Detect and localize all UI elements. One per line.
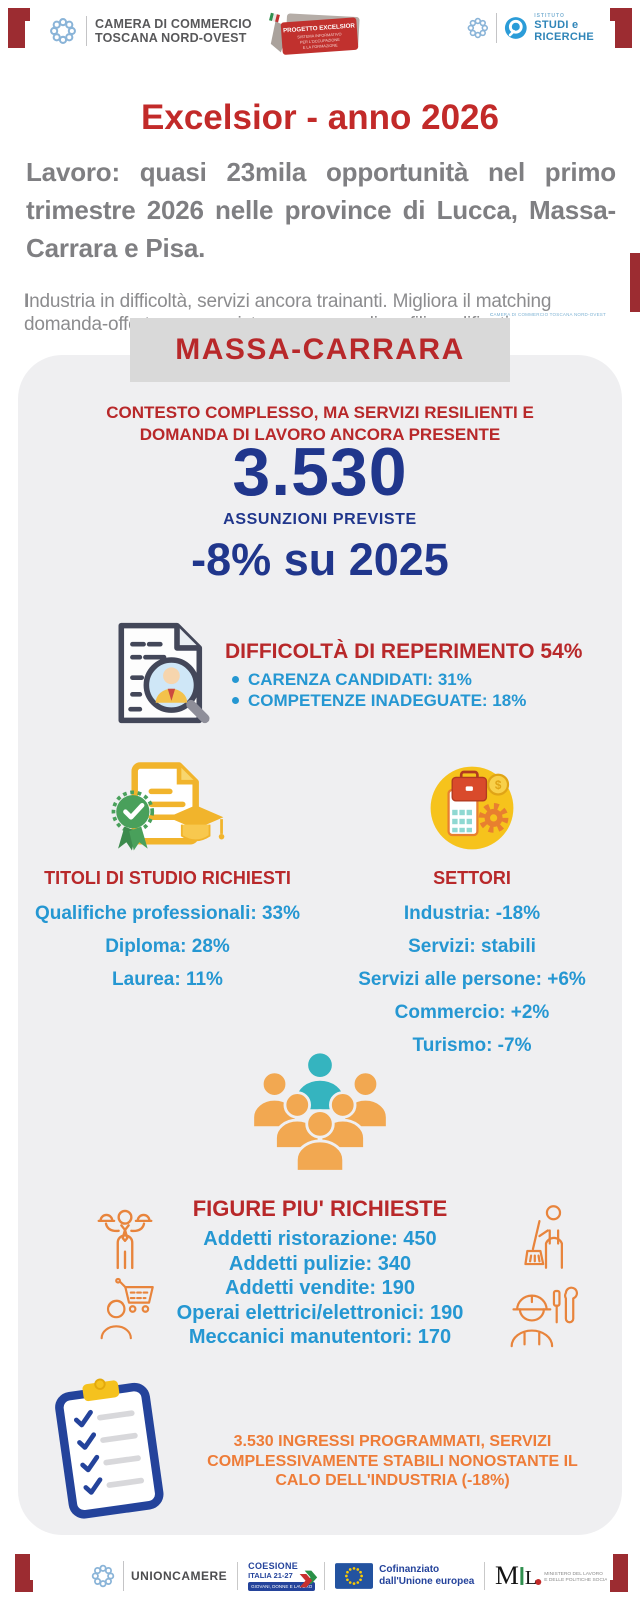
divider xyxy=(86,16,87,46)
context-statement: CONTESTO COMPLESSO, MA SERVIZI RESILIENT… xyxy=(106,403,534,444)
divider xyxy=(237,1562,239,1590)
waiter-icon xyxy=(96,1206,154,1277)
footer-logos: UNIONCAMERE COESIONE ITALIA 21-27 GIOVAN… xyxy=(90,1556,607,1596)
divider xyxy=(484,1562,486,1590)
corner-bracket-bottom-left xyxy=(15,1554,33,1592)
figure-list: Addetti ristorazione: 450 Addetti pulizi… xyxy=(0,1227,640,1350)
ministero-line2: E DELLE POLITICHE SOCIALI xyxy=(545,1577,608,1583)
unioncamere-label: UNIONCAMERE xyxy=(131,1569,228,1583)
studi-ricerche-label: STUDI e RICERCHE xyxy=(534,19,595,43)
mechanic-icon xyxy=(506,1280,578,1353)
corner-bracket-top-right xyxy=(610,8,632,48)
hires-value: 3.530 xyxy=(232,434,408,510)
eu-text-line2: dall'Unione europea xyxy=(379,1576,475,1587)
settori-title: SETTORI xyxy=(433,868,511,888)
sectors-business-icon: $ xyxy=(430,766,514,850)
figure-title: FIGURE PIU' RICHIESTE xyxy=(192,1196,448,1221)
studi-ricerche-circle-icon xyxy=(504,17,527,39)
figure-item: Addetti ristorazione: 450 xyxy=(203,1228,437,1250)
region-title: MASSA-CARRARA xyxy=(130,318,510,382)
eu-text-line1: Cofinanziato xyxy=(379,1564,440,1575)
coesione-tag: GIOVANI, DONNE E LAVORO xyxy=(248,1582,316,1591)
corner-bracket-bottom-right xyxy=(610,1554,628,1592)
corner-bracket-top-left xyxy=(8,8,30,48)
checklist-clipboard-icon xyxy=(42,1369,175,1528)
diploma-certificate-icon xyxy=(111,761,225,851)
titoli-item: Diploma: 28% xyxy=(105,936,230,957)
recruitment-document-icon xyxy=(112,618,216,733)
sectors-column: $ SETTORI Industria: -18% Servizi: stabi… xyxy=(322,758,622,1062)
lead-paragraph: Lavoro: quasi 23mila opportunità nel pri… xyxy=(26,157,616,263)
recruitment-bullet-list: CARENZA CANDIDATI: 31% COMPETENZE INADEG… xyxy=(232,669,526,711)
settori-list: Industria: -18% Servizi: stabili Servizi… xyxy=(322,897,622,1062)
titoli-list: Qualifiche professionali: 33% Diploma: 2… xyxy=(15,897,320,996)
svg-text:M: M xyxy=(495,1561,519,1590)
settori-item: Servizi: stabili xyxy=(408,936,536,957)
unioncamere-flower-icon xyxy=(91,1564,115,1588)
recruitment-difficulty-title: DIFFICOLTÀ DI REPERIMENTO 54% xyxy=(225,640,583,663)
camera-commercio-flower-icon xyxy=(50,18,76,44)
region-panel xyxy=(18,355,622,1535)
cleaner-icon xyxy=(518,1202,574,1277)
studi-ricerche-logo: ISTITUTO STUDI e RICERCHE CAMERA DI COMM… xyxy=(466,13,640,317)
badge-line1: SISTEMA INFORMATIVO xyxy=(297,32,341,39)
unioncamere-logo: UNIONCAMERE xyxy=(90,1561,227,1591)
people-group-icon xyxy=(244,1050,396,1181)
bullet-carenza: CARENZA CANDIDATI: 31% xyxy=(232,669,526,690)
page-title: Excelsior - anno 2026 xyxy=(141,98,499,137)
settori-item: Industria: -18% xyxy=(403,903,541,924)
coesione-line1: COESIONE xyxy=(248,1561,299,1571)
hires-label: ASSUNZIONI PREVISTE xyxy=(223,511,417,528)
eu-cofunding-logo: Cofinanziato dall'Unione europea xyxy=(335,1563,474,1589)
excelsior-badge-icon: PROGETTO EXCELSIOR SISTEMA INFORMATIVO P… xyxy=(269,12,360,55)
progetto-excelsior-badge: PROGETTO EXCELSIOR SISTEMA INFORMATIVO P… xyxy=(260,4,362,67)
chamber-name-line1: CAMERA DI COMMERCIO xyxy=(95,17,252,31)
education-column: TITOLI DI STUDIO RICHIESTI Qualifiche pr… xyxy=(15,758,320,996)
figure-item: Operai elettrici/elettronici: 190 xyxy=(176,1301,464,1324)
chamber-name-line2: TOSCANA NORD-OVEST xyxy=(95,31,247,45)
divider xyxy=(123,1561,124,1591)
sales-cart-icon xyxy=(98,1276,160,1347)
divider xyxy=(324,1562,326,1590)
coesione-italia-logo: COESIONE ITALIA 21-27 GIOVANI, DONNE E L… xyxy=(248,1561,318,1591)
bullet-competenze: COMPETENZE INADEGUATE: 18% xyxy=(232,690,526,711)
titoli-item: Qualifiche professionali: 33% xyxy=(34,903,301,924)
coesione-line2: ITALIA 21-27 xyxy=(248,1571,293,1580)
svg-text:$: $ xyxy=(495,779,502,792)
studi-ricerche-subtitle: CAMERA DI COMMERCIO TOSCANA NORD-OVEST xyxy=(490,312,606,317)
badge-line2: PER L'OCCUPAZIONE xyxy=(300,38,341,45)
coesione-arrow-icon xyxy=(299,1570,318,1588)
eu-flag-icon xyxy=(335,1563,374,1589)
settori-item: Servizi alle persone: +6% xyxy=(358,969,586,990)
hires-delta: -8% su 2025 xyxy=(191,534,449,585)
titoli-item: Laurea: 11% xyxy=(112,969,223,990)
istituto-label: ISTITUTO xyxy=(534,13,565,19)
settori-item: Commercio: +2% xyxy=(394,1002,550,1023)
ministero-line1: MINISTERO DEL LAVORO xyxy=(545,1571,604,1577)
figure-item: Addetti vendite: 190 xyxy=(224,1277,416,1299)
ministero-lavoro-logo: M L MINISTERO DEL LAVORO E DELLE POLITIC… xyxy=(495,1561,608,1590)
divider xyxy=(495,13,497,43)
titoli-title: TITOLI DI STUDIO RICHIESTI xyxy=(44,868,291,888)
svg-text:L: L xyxy=(525,1567,537,1589)
conclusion-statement: 3.530 INGRESSI PROGRAMMATI, SERVIZI COMP… xyxy=(207,1433,578,1489)
figure-item: Meccanici manutentori: 170 xyxy=(188,1326,452,1348)
badge-line3: E LA FORMAZIONE xyxy=(303,43,339,49)
figure-item: Addetti pulizie: 340 xyxy=(228,1252,412,1275)
settori-item: Turismo: -7% xyxy=(412,1035,532,1056)
chamber-logo: CAMERA DI COMMERCIO TOSCANA NORD-OVEST xyxy=(48,16,252,46)
page-edge-accent xyxy=(630,253,640,312)
camera-commercio-flower-icon xyxy=(467,17,489,39)
